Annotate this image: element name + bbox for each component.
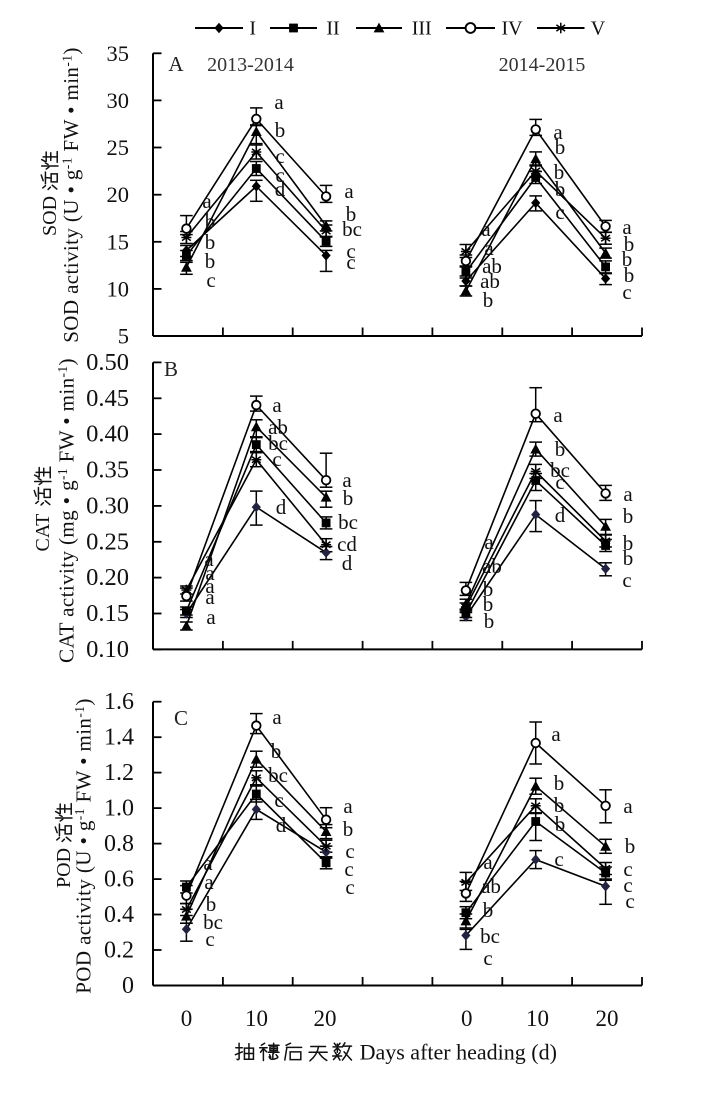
svg-text:2014-2015: 2014-2015 bbox=[499, 54, 586, 76]
svg-text:CAT activity (mg • g-1 FW • mi: CAT activity (mg • g-1 FW • min-1) bbox=[55, 358, 79, 663]
svg-text:d: d bbox=[276, 813, 287, 837]
svg-text:b: b bbox=[343, 486, 354, 510]
svg-text:c: c bbox=[346, 250, 355, 274]
svg-text:c: c bbox=[205, 927, 214, 951]
svg-text:a: a bbox=[484, 530, 494, 554]
svg-text:SOD activity (U • g-1 FW • min: SOD activity (U • g-1 FW • min-1) bbox=[59, 47, 83, 343]
svg-text:0: 0 bbox=[461, 1006, 473, 1031]
svg-text:0.6: 0.6 bbox=[104, 867, 134, 893]
svg-text:b: b bbox=[275, 118, 286, 142]
svg-text:a: a bbox=[553, 403, 563, 427]
svg-text:0.30: 0.30 bbox=[86, 492, 129, 519]
svg-text:bc: bc bbox=[338, 510, 358, 534]
svg-text:b: b bbox=[623, 546, 634, 570]
svg-text:V: V bbox=[591, 18, 606, 40]
svg-text:20: 20 bbox=[107, 182, 130, 207]
svg-text:POD activity (U • g-1 FW • min: POD activity (U • g-1 FW • min-1) bbox=[72, 698, 96, 994]
svg-text:b: b bbox=[555, 177, 566, 201]
svg-text:0.20: 0.20 bbox=[86, 564, 129, 591]
svg-text:30: 30 bbox=[107, 88, 130, 113]
svg-text:2013-2014: 2013-2014 bbox=[207, 54, 294, 76]
svg-text:II: II bbox=[326, 18, 339, 40]
svg-text:b: b bbox=[555, 812, 566, 836]
svg-text:b: b bbox=[271, 739, 282, 763]
svg-text:b: b bbox=[625, 834, 636, 858]
svg-text:0.10: 0.10 bbox=[86, 636, 129, 663]
svg-text:d: d bbox=[555, 503, 566, 527]
svg-text:a: a bbox=[272, 705, 282, 729]
svg-text:SOD: SOD bbox=[39, 196, 61, 236]
svg-text:A: A bbox=[168, 52, 184, 76]
svg-text:a: a bbox=[274, 90, 284, 114]
svg-text:0: 0 bbox=[181, 1006, 193, 1031]
svg-text:ab: ab bbox=[481, 874, 501, 898]
svg-text:C: C bbox=[174, 706, 188, 730]
svg-text:a: a bbox=[344, 179, 354, 203]
svg-text:c: c bbox=[555, 200, 564, 224]
svg-text:bc: bc bbox=[480, 924, 500, 948]
svg-text:b: b bbox=[554, 771, 565, 795]
svg-text:1.2: 1.2 bbox=[104, 760, 134, 786]
svg-text:10: 10 bbox=[526, 1006, 549, 1031]
svg-text:III: III bbox=[412, 18, 432, 40]
svg-text:1.6: 1.6 bbox=[104, 689, 134, 715]
svg-text:a: a bbox=[623, 794, 633, 818]
svg-text:c: c bbox=[345, 875, 354, 899]
svg-text:CAT: CAT bbox=[32, 514, 54, 552]
svg-text:c: c bbox=[625, 889, 634, 913]
svg-text:0.50: 0.50 bbox=[86, 349, 129, 376]
svg-text:a: a bbox=[483, 850, 493, 874]
svg-text:I: I bbox=[249, 18, 256, 40]
svg-text:20: 20 bbox=[314, 1006, 337, 1031]
svg-text:0.2: 0.2 bbox=[104, 938, 134, 964]
svg-text:d: d bbox=[276, 495, 287, 519]
svg-text:b: b bbox=[343, 817, 354, 841]
svg-text:c: c bbox=[555, 470, 564, 494]
svg-text:c: c bbox=[554, 847, 563, 871]
svg-text:c: c bbox=[622, 568, 631, 592]
svg-text:c: c bbox=[206, 268, 215, 292]
svg-text:d: d bbox=[275, 177, 286, 201]
svg-text:a: a bbox=[204, 870, 214, 894]
svg-text:b: b bbox=[623, 504, 634, 528]
svg-text:b: b bbox=[483, 288, 494, 312]
svg-text:0.25: 0.25 bbox=[86, 528, 129, 555]
svg-text:b: b bbox=[555, 135, 566, 159]
svg-text:bc: bc bbox=[268, 763, 288, 787]
svg-text:a: a bbox=[551, 722, 561, 746]
svg-text:IV: IV bbox=[501, 18, 523, 40]
svg-text:0.45: 0.45 bbox=[86, 385, 129, 412]
svg-text:10: 10 bbox=[107, 276, 130, 301]
svg-text:15: 15 bbox=[107, 229, 130, 254]
svg-text:b: b bbox=[484, 609, 495, 633]
svg-text:a: a bbox=[623, 482, 633, 506]
svg-text:ab: ab bbox=[482, 554, 502, 578]
svg-text:0.40: 0.40 bbox=[86, 421, 129, 448]
svg-text:Days after heading (d): Days after heading (d) bbox=[360, 1040, 557, 1065]
svg-text:1.0: 1.0 bbox=[104, 796, 134, 822]
svg-text:c: c bbox=[274, 788, 283, 812]
svg-text:0.4: 0.4 bbox=[104, 902, 134, 928]
svg-text:c: c bbox=[272, 447, 281, 471]
svg-text:b: b bbox=[483, 898, 494, 922]
svg-text:20: 20 bbox=[596, 1006, 619, 1031]
svg-text:0: 0 bbox=[122, 973, 134, 999]
svg-text:bc: bc bbox=[342, 217, 362, 241]
svg-text:a: a bbox=[343, 794, 353, 818]
svg-text:35: 35 bbox=[107, 41, 130, 66]
svg-text:a: a bbox=[272, 393, 282, 417]
svg-text:c: c bbox=[622, 280, 631, 304]
svg-text:10: 10 bbox=[245, 1006, 268, 1031]
svg-text:25: 25 bbox=[107, 135, 130, 160]
svg-text:c: c bbox=[483, 946, 492, 970]
svg-text:0.8: 0.8 bbox=[104, 831, 134, 857]
svg-text:0.35: 0.35 bbox=[86, 457, 129, 484]
svg-text:0.15: 0.15 bbox=[86, 600, 129, 627]
svg-text:a: a bbox=[206, 605, 216, 629]
svg-text:1.4: 1.4 bbox=[104, 725, 134, 751]
svg-text:B: B bbox=[164, 357, 178, 381]
svg-text:5: 5 bbox=[118, 324, 129, 349]
svg-text:d: d bbox=[342, 551, 353, 575]
